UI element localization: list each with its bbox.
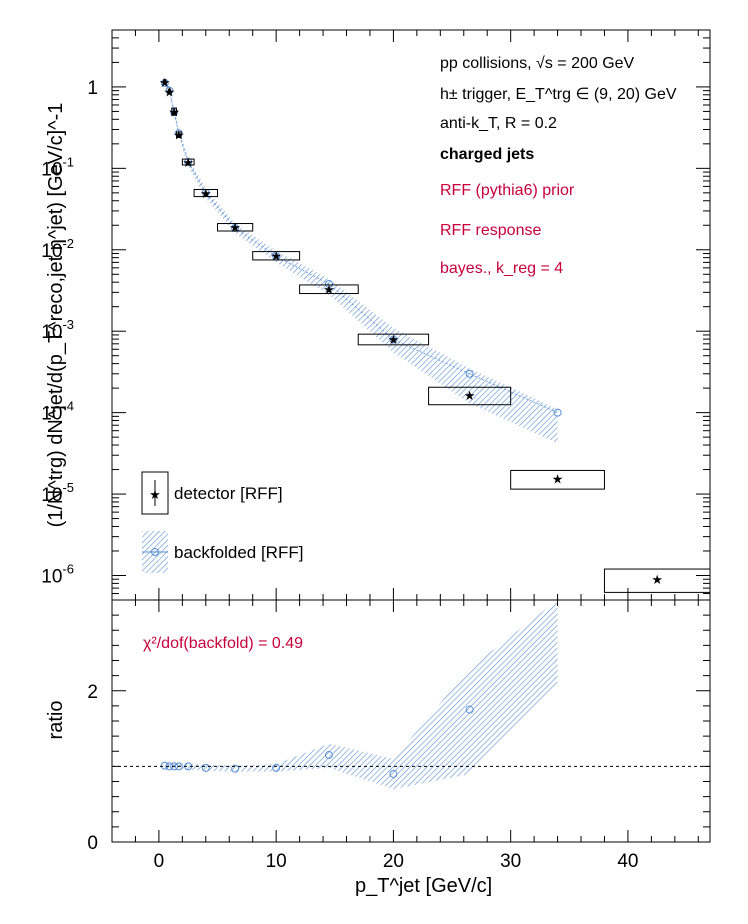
x-tick-label: 20 [383, 851, 404, 872]
top-y-tick-label: 10-2 [41, 236, 74, 262]
legend-detector-box [141, 471, 169, 515]
backfolded-point [553, 408, 562, 417]
top-y-tick-label: 10-5 [41, 480, 74, 506]
backfolded-point [389, 335, 398, 344]
detector-syst-box [163, 79, 167, 85]
top-panel-marks: ★★★★★★★★★★★★★ [159, 75, 711, 593]
detector-point: ★ [168, 104, 180, 119]
top-y-tick-label: 1 [87, 78, 98, 99]
annotation-prior: RFF (pythia6) prior [440, 182, 575, 199]
bottom-panel-marks [112, 705, 710, 778]
ratio-point [324, 751, 333, 760]
detector-point: ★ [182, 155, 194, 170]
legend-backfolded-label: backfolded [RFF] [174, 543, 303, 562]
detector-point: ★ [552, 472, 564, 487]
ratio-uncertainty-band [164, 600, 558, 790]
detector-syst-box [171, 107, 177, 116]
ratio-point [231, 764, 240, 773]
bottom-y-tick-label: 2 [87, 682, 98, 703]
backfolded-point [174, 129, 183, 138]
detector-point: ★ [651, 572, 663, 587]
ratio-point [174, 762, 183, 771]
ratio-point [272, 763, 281, 772]
bottom-y-tick-label: 0 [87, 833, 98, 854]
ratio-point [160, 761, 169, 770]
legend-backfolded-marker [151, 548, 159, 556]
detector-syst-box [357, 333, 430, 346]
backfolded-band-area [164, 79, 558, 444]
detector-point: ★ [159, 75, 171, 90]
x-tick-label: 30 [500, 851, 521, 872]
backfolded-point [324, 279, 333, 288]
detector-syst-box [193, 188, 219, 198]
x-axis-title: p_T^jet [GeV/c] [355, 875, 492, 897]
detector-syst-box [510, 469, 605, 490]
detector-point: ★ [229, 220, 241, 235]
detector-syst-box [217, 223, 254, 232]
chi2-annotation: χ²/dof(backfold) = 0.49 [143, 635, 303, 652]
x-tick-label: 10 [266, 851, 287, 872]
detector-syst-box [299, 284, 359, 295]
detector-syst-box [428, 386, 512, 406]
detector-point: ★ [200, 186, 212, 201]
detector-point: ★ [464, 388, 476, 403]
top-panel-frame [111, 29, 711, 601]
top-y-axis-title: (1/N^trg) dN^jet/d(p_T^reco,jet η^jet) [… [45, 103, 67, 528]
detector-point: ★ [164, 84, 176, 99]
top-y-tick-label: 10-6 [41, 561, 74, 587]
detector-syst-box [252, 251, 301, 261]
ratio-point [389, 769, 398, 778]
annotation-unfolding: bayes., k_reg = 4 [440, 260, 563, 277]
x-tick-label: 40 [617, 851, 638, 872]
axes-ticks: 0 10 20 30 40 1 10-1 10-2 10-3 10-4 10-5 10-6 0 2 [41, 29, 710, 872]
annotation-response: RFF response [440, 222, 541, 239]
ratio-band-area [164, 600, 558, 790]
detector-syst-box [181, 158, 195, 166]
ratio-point [465, 705, 474, 714]
legend-detector-label: detector [RFF] [174, 484, 283, 503]
ratio-point [170, 762, 179, 771]
legend-detector-marker: ★ [149, 487, 161, 502]
backfolded-line [164, 82, 558, 413]
annotation-algorithm: anti-k_T, R = 0.2 [440, 115, 557, 132]
detector-point: ★ [388, 332, 400, 347]
top-y-tick-label: 10-4 [41, 399, 74, 425]
detector-point: ★ [323, 282, 335, 297]
detector-syst-box [603, 568, 711, 593]
annotation-jet-type: charged jets [440, 146, 534, 163]
backfolded-point [231, 224, 240, 233]
top-y-tick-label: 10-1 [41, 154, 74, 180]
backfolded-point [465, 369, 474, 378]
detector-syst-box [175, 131, 182, 138]
x-tick-label: 0 [154, 851, 165, 872]
detector-point: ★ [173, 128, 185, 143]
top-y-tick-label: 10-3 [41, 317, 74, 343]
bottom-y-axis-title: ratio [45, 701, 67, 740]
ratio-point [201, 763, 210, 772]
annotation-collisions: pp collisions, √s = 200 GeV [440, 55, 635, 72]
annotation-trigger: h± trigger, E_T^trg ∈ (9, 20) GeV [440, 86, 677, 103]
detector-point: ★ [270, 249, 282, 264]
detector-syst-box [167, 88, 172, 95]
